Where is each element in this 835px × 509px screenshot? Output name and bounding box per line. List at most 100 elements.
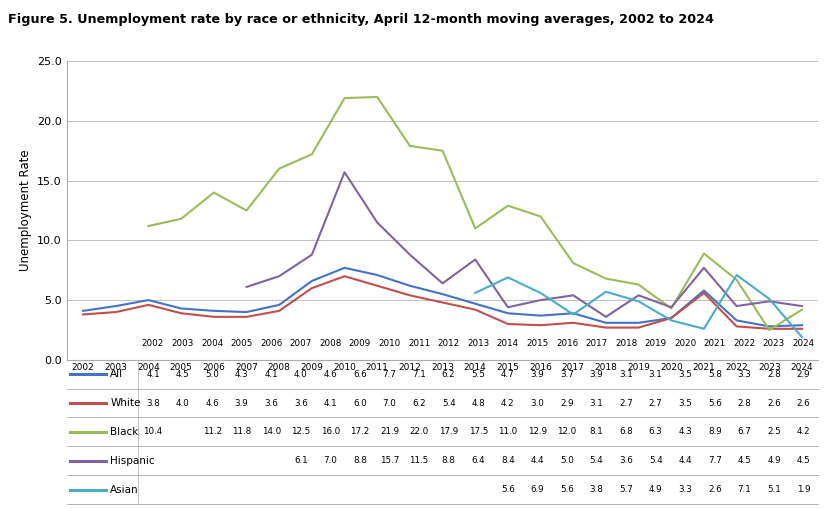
Text: White: White bbox=[110, 398, 141, 408]
Text: 21.9: 21.9 bbox=[380, 428, 399, 436]
Text: 12.5: 12.5 bbox=[291, 428, 311, 436]
Text: 7.7: 7.7 bbox=[382, 370, 397, 379]
Text: 5.4: 5.4 bbox=[649, 456, 662, 465]
Text: 11.0: 11.0 bbox=[498, 428, 518, 436]
Text: 17.5: 17.5 bbox=[468, 428, 488, 436]
Text: 4.3: 4.3 bbox=[678, 428, 692, 436]
Text: 14.0: 14.0 bbox=[261, 428, 281, 436]
Text: 4.4: 4.4 bbox=[530, 456, 544, 465]
Text: 5.6: 5.6 bbox=[501, 485, 514, 494]
Text: 6.3: 6.3 bbox=[649, 428, 662, 436]
Text: 2019: 2019 bbox=[645, 340, 666, 348]
Text: 3.9: 3.9 bbox=[590, 370, 604, 379]
Text: 2011: 2011 bbox=[408, 340, 430, 348]
Text: 4.4: 4.4 bbox=[678, 456, 692, 465]
Text: 2.6: 2.6 bbox=[708, 485, 721, 494]
Text: 4.0: 4.0 bbox=[294, 370, 308, 379]
Text: 4.9: 4.9 bbox=[649, 485, 662, 494]
Text: 4.1: 4.1 bbox=[146, 370, 159, 379]
Text: 2007: 2007 bbox=[290, 340, 312, 348]
Text: 7.7: 7.7 bbox=[708, 456, 721, 465]
Text: 5.4: 5.4 bbox=[590, 456, 604, 465]
Text: 2017: 2017 bbox=[585, 340, 608, 348]
Text: 3.8: 3.8 bbox=[146, 399, 160, 408]
Text: 2015: 2015 bbox=[526, 340, 549, 348]
Text: 4.6: 4.6 bbox=[324, 370, 337, 379]
Text: 4.1: 4.1 bbox=[324, 399, 337, 408]
Text: 5.5: 5.5 bbox=[471, 370, 485, 379]
Text: 2014: 2014 bbox=[497, 340, 519, 348]
Text: 5.7: 5.7 bbox=[620, 485, 633, 494]
Text: 3.6: 3.6 bbox=[620, 456, 633, 465]
Text: 2005: 2005 bbox=[230, 340, 253, 348]
Text: 5.8: 5.8 bbox=[708, 370, 721, 379]
Text: 2004: 2004 bbox=[201, 340, 223, 348]
Text: 2012: 2012 bbox=[438, 340, 460, 348]
Text: 3.5: 3.5 bbox=[678, 370, 692, 379]
Text: 5.4: 5.4 bbox=[442, 399, 456, 408]
Text: Figure 5. Unemployment rate by race or ethnicity, April 12-month moving averages: Figure 5. Unemployment rate by race or e… bbox=[8, 13, 715, 26]
Text: 3.1: 3.1 bbox=[590, 399, 604, 408]
Text: 2010: 2010 bbox=[378, 340, 401, 348]
Text: 4.6: 4.6 bbox=[205, 399, 219, 408]
Text: 4.5: 4.5 bbox=[175, 370, 190, 379]
Text: 7.1: 7.1 bbox=[737, 485, 752, 494]
Text: 2003: 2003 bbox=[171, 340, 194, 348]
Text: 3.5: 3.5 bbox=[678, 399, 692, 408]
Text: 4.5: 4.5 bbox=[737, 456, 752, 465]
Text: 6.1: 6.1 bbox=[294, 456, 307, 465]
Text: 6.2: 6.2 bbox=[412, 399, 426, 408]
Text: 2008: 2008 bbox=[319, 340, 342, 348]
Text: 3.3: 3.3 bbox=[678, 485, 692, 494]
Text: 6.2: 6.2 bbox=[442, 370, 455, 379]
Text: 2.9: 2.9 bbox=[560, 399, 574, 408]
Text: 12.0: 12.0 bbox=[557, 428, 577, 436]
Text: 2.8: 2.8 bbox=[737, 399, 752, 408]
Text: 17.2: 17.2 bbox=[351, 428, 370, 436]
Text: 2.7: 2.7 bbox=[620, 399, 633, 408]
Text: 7.0: 7.0 bbox=[382, 399, 397, 408]
Text: 3.9: 3.9 bbox=[235, 399, 249, 408]
Text: 2022: 2022 bbox=[733, 340, 756, 348]
Text: Black: Black bbox=[110, 427, 139, 437]
Text: 8.8: 8.8 bbox=[442, 456, 456, 465]
Text: 2016: 2016 bbox=[556, 340, 578, 348]
Text: 2006: 2006 bbox=[261, 340, 282, 348]
Text: 6.8: 6.8 bbox=[620, 428, 633, 436]
Text: 17.9: 17.9 bbox=[439, 428, 458, 436]
Text: 2.7: 2.7 bbox=[649, 399, 662, 408]
Text: 2023: 2023 bbox=[763, 340, 785, 348]
Text: 11.2: 11.2 bbox=[203, 428, 221, 436]
Text: 4.2: 4.2 bbox=[501, 399, 514, 408]
Text: 4.0: 4.0 bbox=[175, 399, 190, 408]
Text: 2018: 2018 bbox=[615, 340, 637, 348]
Text: 8.1: 8.1 bbox=[590, 428, 604, 436]
Text: 4.2: 4.2 bbox=[797, 428, 810, 436]
Text: 6.7: 6.7 bbox=[737, 428, 752, 436]
Text: 10.4: 10.4 bbox=[144, 428, 163, 436]
Text: 4.1: 4.1 bbox=[265, 370, 278, 379]
Text: 3.9: 3.9 bbox=[530, 370, 544, 379]
Text: 5.0: 5.0 bbox=[205, 370, 219, 379]
Text: 2020: 2020 bbox=[674, 340, 696, 348]
Text: 3.1: 3.1 bbox=[649, 370, 662, 379]
Text: Hispanic: Hispanic bbox=[110, 456, 155, 466]
Text: 5.6: 5.6 bbox=[560, 485, 574, 494]
Text: 15.7: 15.7 bbox=[380, 456, 399, 465]
Text: 4.3: 4.3 bbox=[235, 370, 249, 379]
Text: 4.9: 4.9 bbox=[767, 456, 781, 465]
Text: 3.0: 3.0 bbox=[530, 399, 544, 408]
Text: All: All bbox=[110, 369, 124, 379]
Text: 6.0: 6.0 bbox=[353, 399, 367, 408]
Text: 5.6: 5.6 bbox=[708, 399, 721, 408]
Text: 5.0: 5.0 bbox=[560, 456, 574, 465]
Text: 8.8: 8.8 bbox=[353, 456, 367, 465]
Text: 4.7: 4.7 bbox=[501, 370, 514, 379]
Text: 5.1: 5.1 bbox=[767, 485, 781, 494]
Text: 3.7: 3.7 bbox=[560, 370, 574, 379]
Text: 2.8: 2.8 bbox=[767, 370, 781, 379]
Text: 3.6: 3.6 bbox=[265, 399, 278, 408]
Y-axis label: Unemployment Rate: Unemployment Rate bbox=[18, 150, 32, 271]
Text: 8.4: 8.4 bbox=[501, 456, 514, 465]
Text: 2.9: 2.9 bbox=[797, 370, 810, 379]
